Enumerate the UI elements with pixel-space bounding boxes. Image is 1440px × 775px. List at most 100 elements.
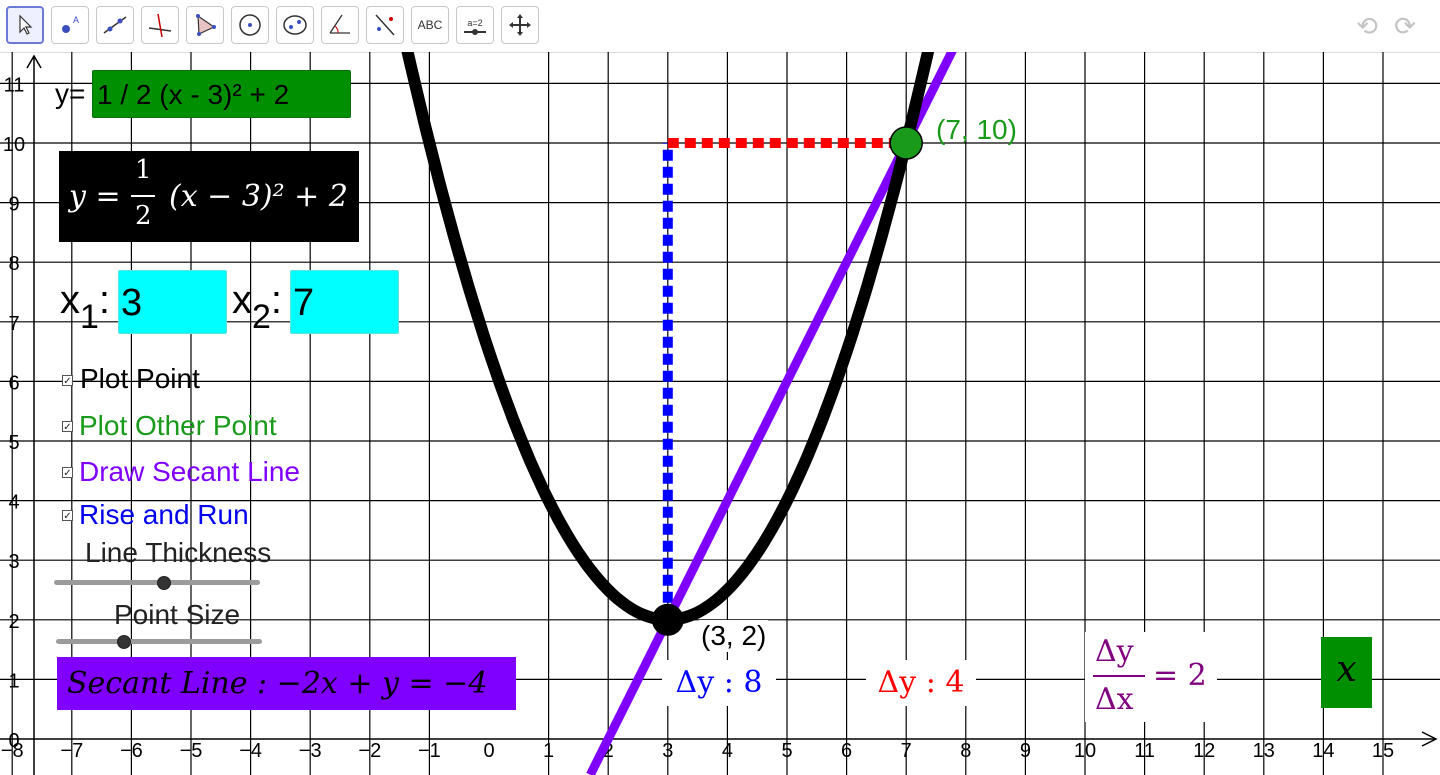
y-tick-label: 1 [8, 670, 19, 692]
slope-denominator: Δx [1095, 682, 1134, 717]
x-tick-label: 3 [662, 740, 673, 762]
line-tool-button[interactable] [96, 6, 134, 44]
x-tick-label: 14 [1312, 740, 1334, 762]
formula-denominator: 2 [135, 201, 152, 231]
slope-fraction-bar [1093, 675, 1145, 677]
slope-label: Δy Δx = 2 [1085, 632, 1217, 722]
formula-rest: (x − 3)² + 2 [169, 179, 348, 214]
line-thickness-slider-knob[interactable] [157, 576, 171, 590]
parabola-curve [401, 52, 935, 626]
x-button[interactable]: x [1321, 637, 1372, 708]
point-tool-button[interactable]: A [51, 6, 89, 44]
x-tick-label: 8 [960, 740, 971, 762]
text-tool-button[interactable]: ABC [411, 6, 449, 44]
move-tool-button[interactable] [6, 6, 44, 44]
ellipse-tool-button[interactable] [276, 6, 314, 44]
point-a [651, 603, 684, 636]
move-view-tool-button[interactable] [501, 6, 539, 44]
x-tick-label: −4 [239, 740, 262, 762]
point-size-label: Point Size [114, 599, 241, 630]
angle-tool-button[interactable] [321, 6, 359, 44]
x-tick-label: 2 [603, 740, 614, 762]
line-thickness-label: Line Thickness [85, 537, 272, 568]
polygon-tool-button[interactable] [186, 6, 224, 44]
reflect-icon [375, 14, 395, 36]
point-b-label: (7, 10) [936, 114, 1017, 145]
plot-point-checkbox[interactable]: ✓ [62, 375, 73, 387]
x-tick-label: 9 [1020, 740, 1031, 762]
y-tick-label: 11 [4, 74, 25, 96]
x-tick-label: 4 [722, 740, 733, 762]
delta-y-blue-label: Δy : 8 [662, 660, 776, 706]
y-tick-label: 3 [8, 551, 19, 573]
tick-labels: −8 −7 −6 −5 −4 −3 −2 −1 0 1 2 3 4 5 6 7 8 9 10 11 12 13 14 1512… [1, 74, 1394, 762]
undo-icon[interactable]: ⟲ [1356, 10, 1378, 41]
slider-icon: a=2 [467, 17, 483, 28]
y-tick-label: 0 [8, 730, 19, 752]
slope-rest: = 2 [1153, 658, 1207, 693]
slope-numerator: Δy [1095, 634, 1134, 669]
rise-and-run-checkbox[interactable]: ✓ [62, 510, 73, 522]
x1-input[interactable]: 3 [118, 270, 227, 334]
x1-label-base: x [60, 278, 80, 322]
x2-input[interactable]: 7 [290, 270, 399, 334]
y-tick-label: 9 [8, 194, 19, 216]
plot-other-point-label[interactable]: Plot Other Point [79, 410, 277, 441]
redo-icon[interactable]: ⟳ [1394, 10, 1416, 41]
y-tick-label: 6 [8, 372, 19, 394]
x-tick-label: 1 [543, 740, 554, 762]
x-tick-label: 13 [1253, 740, 1275, 762]
point-size-slider-track[interactable] [56, 639, 262, 644]
axes [0, 54, 1438, 775]
ellipse-icon [283, 15, 307, 35]
function-prefix: y= [55, 78, 86, 109]
x-tick-label: −3 [299, 740, 322, 762]
perpendicular-tool-button[interactable] [141, 6, 179, 44]
draw-secant-line-label[interactable]: Draw Secant Line [79, 456, 301, 487]
formula-numerator: 1 [135, 155, 152, 185]
x2-label-sub: 2 [252, 298, 271, 336]
grid [0, 52, 1440, 775]
point-icon: A [62, 15, 79, 33]
x-tick-label: −1 [418, 740, 441, 762]
x-tick-label: −7 [60, 740, 83, 762]
slider-icon-track [464, 28, 486, 35]
graphics-view[interactable]: −8 −7 −6 −5 −4 −3 −2 −1 0 1 2 3 4 5 6 7 8 9 10 11 12 13 14 1512… [0, 52, 1440, 775]
y-tick-label: 4 [8, 492, 19, 514]
x-tick-label: 11 [1134, 740, 1155, 762]
draw-secant-line-checkbox[interactable]: ✓ [62, 467, 73, 479]
y-axis-arrow [26, 54, 42, 69]
x-tick-label: −2 [358, 740, 381, 762]
fraction-bar [131, 195, 155, 197]
x-tick-label: −6 [120, 740, 143, 762]
text-icon: ABC [417, 18, 443, 32]
plot-other-point-checkbox[interactable]: ✓ [62, 421, 73, 433]
x-tick-label: 5 [781, 740, 792, 762]
svg-text:A: A [73, 15, 79, 25]
x1-label-sub: 1 [80, 298, 99, 336]
rise-and-run-label[interactable]: Rise and Run [79, 499, 249, 530]
slider-tool-button[interactable]: a=2 [456, 6, 494, 44]
y-tick-label: 8 [8, 253, 19, 275]
x-tick-label: 7 [901, 740, 912, 762]
delta-y-red-label: Δy : 4 [866, 660, 976, 706]
circle-tool-button[interactable] [231, 6, 269, 44]
y-tick-label: 5 [8, 432, 19, 454]
move-view-icon [509, 14, 531, 36]
line-icon [103, 16, 127, 34]
x1-label: x1: [60, 278, 111, 336]
y-tick-label: 2 [8, 611, 19, 633]
reflect-tool-button[interactable] [366, 6, 404, 44]
point-a-label: (3, 2) [699, 620, 769, 652]
x-tick-label: −5 [180, 740, 203, 762]
x-axis-arrow [1421, 731, 1438, 747]
point-b [889, 126, 923, 160]
x-tick-label: −8 [1, 740, 24, 762]
point-size-slider-knob[interactable] [117, 635, 131, 649]
formula-lhs: y = [69, 179, 121, 214]
plot-layer [401, 52, 957, 775]
x-tick-label: 6 [841, 740, 852, 762]
y-tick-label: 7 [8, 313, 19, 335]
plot-point-label[interactable]: Plot Point [80, 363, 200, 394]
function-input[interactable]: 1 / 2 (x - 3)² + 2 [92, 70, 351, 118]
